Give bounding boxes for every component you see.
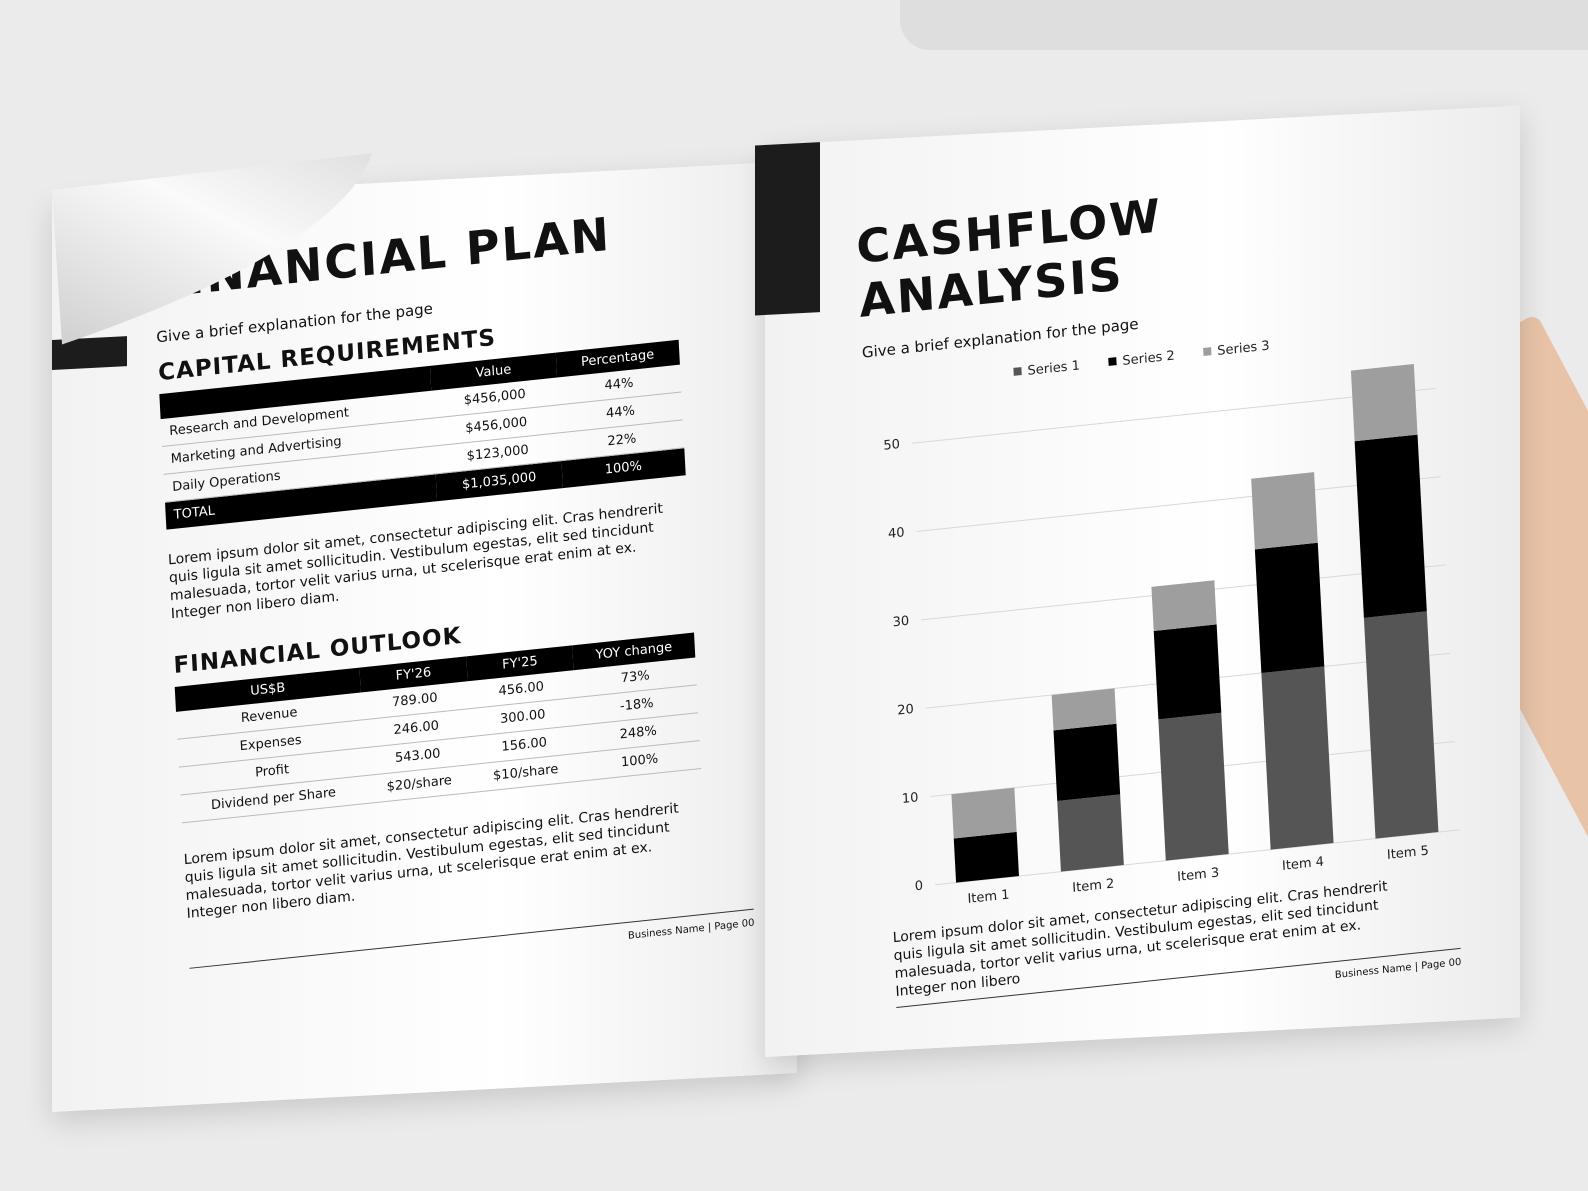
x-tick-label: Item 3 [1177, 866, 1220, 885]
bar-segment [1057, 794, 1124, 872]
y-tick-label: 20 [897, 702, 914, 719]
bar-segment [1251, 472, 1318, 550]
legend-label: Series 3 [1217, 339, 1270, 359]
bar-segment [1153, 624, 1222, 720]
bar-segment [1051, 688, 1117, 731]
legend-swatch [1013, 367, 1022, 376]
bar-segment [1261, 666, 1334, 850]
x-tick-label: Item 2 [1072, 877, 1115, 896]
legend-label: Series 1 [1027, 358, 1080, 378]
legend-swatch [1203, 347, 1212, 356]
legend-label: Series 2 [1122, 349, 1175, 369]
left-page: FINANCIAL PLAN Give a brief explanation … [52, 153, 797, 1113]
grid-line [916, 476, 1441, 533]
right-band [755, 142, 820, 316]
grid-line [935, 829, 1460, 886]
chart: 0 10 20 30 40 50 Series 1 Series 2 Series 3 Item … [883, 339, 1460, 907]
bar-segment [1350, 363, 1418, 442]
bar-segment [1158, 712, 1229, 861]
footer: Business Name | Page 00 [189, 908, 755, 988]
x-tick-label: Item 4 [1282, 855, 1325, 874]
page-curl [52, 153, 372, 345]
bar-segment [1354, 434, 1427, 618]
y-tick-label: 0 [914, 879, 923, 895]
bar-segment [1151, 580, 1217, 632]
y-tick-label: 40 [888, 525, 905, 542]
grid-line [911, 387, 1437, 444]
paragraph: Lorem ipsum dolor sit amet, consectetur … [183, 800, 680, 923]
legend-swatch [1108, 357, 1117, 366]
y-tick-label: 30 [892, 614, 909, 631]
x-tick-label: Item 1 [967, 888, 1010, 907]
bar-segment [953, 831, 1019, 883]
y-tick-label: 50 [883, 437, 900, 454]
bar-segment [951, 787, 1017, 839]
x-tick-label: Item 5 [1387, 844, 1430, 863]
bar-segment [1363, 611, 1439, 839]
y-tick-label: 10 [902, 790, 919, 807]
bar-segment [1254, 542, 1325, 674]
bar-segment [1053, 723, 1121, 801]
right-page: CASHFLOW ANALYSIS Give a brief explanati… [755, 105, 1520, 1057]
laptop [900, 0, 1588, 50]
curl [52, 153, 372, 345]
